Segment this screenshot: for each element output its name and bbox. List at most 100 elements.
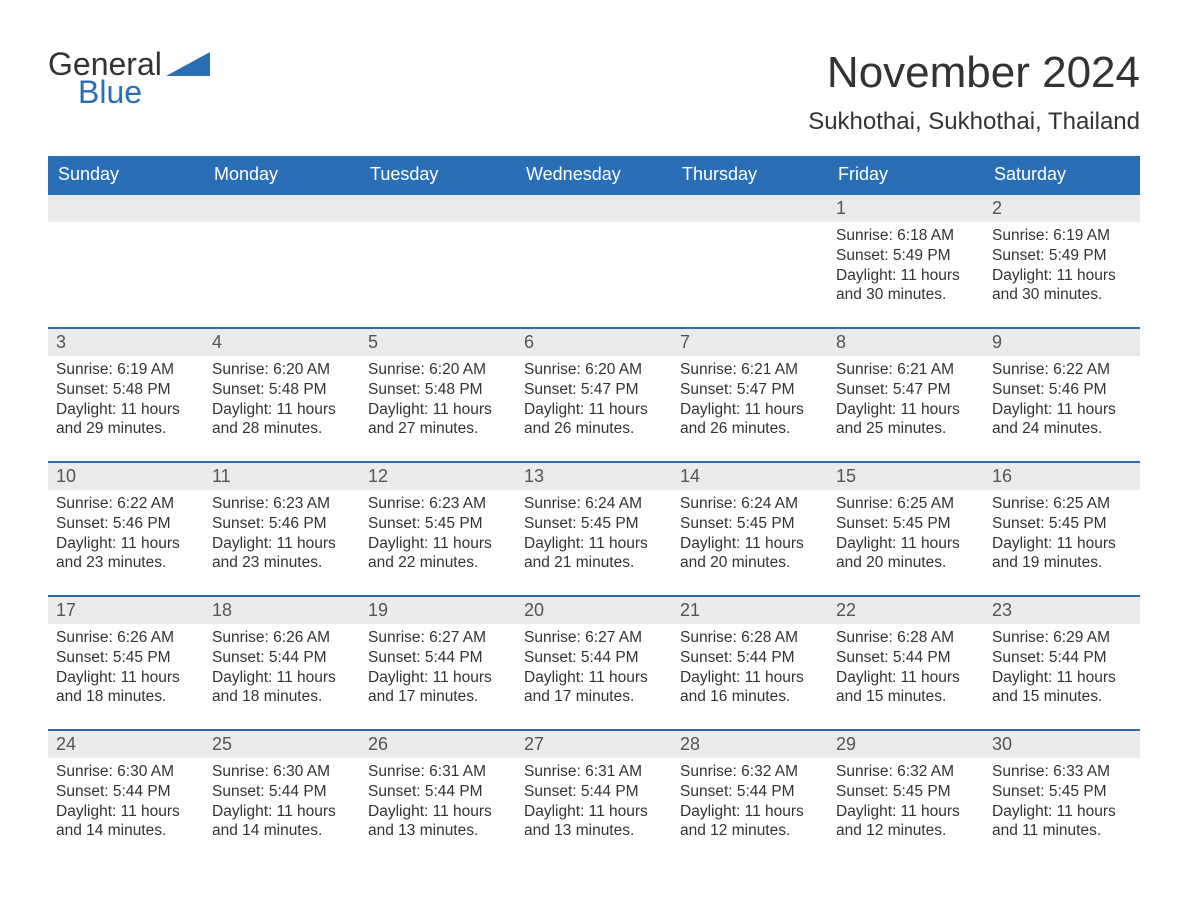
calendar-cell [204, 194, 360, 328]
day-sunset: Sunset: 5:48 PM [212, 380, 352, 400]
weekday-header: Thursday [672, 156, 828, 194]
calendar-cell: 7Sunrise: 6:21 AMSunset: 5:47 PMDaylight… [672, 328, 828, 462]
day-body: Sunrise: 6:32 AMSunset: 5:44 PMDaylight:… [672, 758, 828, 849]
day-number: 7 [672, 329, 828, 356]
day-body: Sunrise: 6:31 AMSunset: 5:44 PMDaylight:… [360, 758, 516, 849]
day-daylight1: Daylight: 11 hours [368, 400, 508, 420]
day-body: Sunrise: 6:20 AMSunset: 5:47 PMDaylight:… [516, 356, 672, 447]
day-sunset: Sunset: 5:47 PM [680, 380, 820, 400]
calendar-cell: 23Sunrise: 6:29 AMSunset: 5:44 PMDayligh… [984, 596, 1140, 730]
day-daylight1: Daylight: 11 hours [836, 266, 976, 286]
location: Sukhothai, Sukhothai, Thailand [808, 108, 1140, 136]
day-daylight1: Daylight: 11 hours [212, 534, 352, 554]
day-sunrise: Sunrise: 6:26 AM [56, 628, 196, 648]
day-daylight1: Daylight: 11 hours [368, 534, 508, 554]
calendar-cell: 8Sunrise: 6:21 AMSunset: 5:47 PMDaylight… [828, 328, 984, 462]
day-body [516, 222, 672, 234]
day-body: Sunrise: 6:24 AMSunset: 5:45 PMDaylight:… [516, 490, 672, 581]
day-sunset: Sunset: 5:44 PM [524, 782, 664, 802]
calendar-week-row: 17Sunrise: 6:26 AMSunset: 5:45 PMDayligh… [48, 596, 1140, 730]
day-sunset: Sunset: 5:44 PM [524, 648, 664, 668]
day-sunrise: Sunrise: 6:25 AM [836, 494, 976, 514]
calendar-cell: 12Sunrise: 6:23 AMSunset: 5:45 PMDayligh… [360, 462, 516, 596]
day-body: Sunrise: 6:28 AMSunset: 5:44 PMDaylight:… [672, 624, 828, 715]
weekday-header: Saturday [984, 156, 1140, 194]
day-sunset: Sunset: 5:47 PM [524, 380, 664, 400]
logo-word-2: Blue [78, 76, 162, 108]
day-daylight1: Daylight: 11 hours [524, 802, 664, 822]
day-daylight1: Daylight: 11 hours [56, 802, 196, 822]
day-daylight2: and 28 minutes. [212, 419, 352, 439]
day-number: 8 [828, 329, 984, 356]
day-daylight2: and 23 minutes. [56, 553, 196, 573]
day-daylight1: Daylight: 11 hours [56, 668, 196, 688]
day-body: Sunrise: 6:22 AMSunset: 5:46 PMDaylight:… [984, 356, 1140, 447]
calendar-week-row: 24Sunrise: 6:30 AMSunset: 5:44 PMDayligh… [48, 730, 1140, 864]
day-daylight1: Daylight: 11 hours [212, 668, 352, 688]
day-daylight2: and 17 minutes. [524, 687, 664, 707]
calendar-table: Sunday Monday Tuesday Wednesday Thursday… [48, 156, 1140, 864]
calendar-cell [360, 194, 516, 328]
day-sunset: Sunset: 5:49 PM [836, 246, 976, 266]
calendar-cell: 20Sunrise: 6:27 AMSunset: 5:44 PMDayligh… [516, 596, 672, 730]
day-sunset: Sunset: 5:44 PM [212, 782, 352, 802]
calendar-cell: 10Sunrise: 6:22 AMSunset: 5:46 PMDayligh… [48, 462, 204, 596]
day-daylight2: and 30 minutes. [992, 285, 1132, 305]
day-number: 12 [360, 463, 516, 490]
day-sunset: Sunset: 5:45 PM [524, 514, 664, 534]
day-daylight1: Daylight: 11 hours [992, 266, 1132, 286]
day-body: Sunrise: 6:32 AMSunset: 5:45 PMDaylight:… [828, 758, 984, 849]
day-daylight1: Daylight: 11 hours [56, 400, 196, 420]
day-number: 14 [672, 463, 828, 490]
day-number [204, 195, 360, 222]
day-daylight1: Daylight: 11 hours [992, 668, 1132, 688]
day-daylight2: and 20 minutes. [836, 553, 976, 573]
month-title: November 2024 [808, 48, 1140, 98]
day-body: Sunrise: 6:24 AMSunset: 5:45 PMDaylight:… [672, 490, 828, 581]
day-number: 20 [516, 597, 672, 624]
day-body: Sunrise: 6:25 AMSunset: 5:45 PMDaylight:… [828, 490, 984, 581]
calendar-cell [672, 194, 828, 328]
day-sunrise: Sunrise: 6:22 AM [56, 494, 196, 514]
day-daylight1: Daylight: 11 hours [836, 668, 976, 688]
day-number [48, 195, 204, 222]
day-daylight2: and 20 minutes. [680, 553, 820, 573]
day-body: Sunrise: 6:27 AMSunset: 5:44 PMDaylight:… [360, 624, 516, 715]
day-sunset: Sunset: 5:46 PM [212, 514, 352, 534]
day-sunset: Sunset: 5:44 PM [680, 648, 820, 668]
day-sunrise: Sunrise: 6:20 AM [524, 360, 664, 380]
day-daylight1: Daylight: 11 hours [992, 534, 1132, 554]
day-sunrise: Sunrise: 6:20 AM [212, 360, 352, 380]
day-number: 10 [48, 463, 204, 490]
day-sunrise: Sunrise: 6:28 AM [680, 628, 820, 648]
day-sunrise: Sunrise: 6:21 AM [680, 360, 820, 380]
day-sunset: Sunset: 5:45 PM [836, 514, 976, 534]
day-sunset: Sunset: 5:49 PM [992, 246, 1132, 266]
day-sunrise: Sunrise: 6:22 AM [992, 360, 1132, 380]
day-sunrise: Sunrise: 6:28 AM [836, 628, 976, 648]
day-number: 21 [672, 597, 828, 624]
day-number: 22 [828, 597, 984, 624]
day-daylight1: Daylight: 11 hours [680, 668, 820, 688]
day-daylight1: Daylight: 11 hours [368, 802, 508, 822]
day-body: Sunrise: 6:26 AMSunset: 5:45 PMDaylight:… [48, 624, 204, 715]
day-daylight2: and 19 minutes. [992, 553, 1132, 573]
day-daylight2: and 30 minutes. [836, 285, 976, 305]
day-daylight2: and 26 minutes. [524, 419, 664, 439]
calendar-cell: 6Sunrise: 6:20 AMSunset: 5:47 PMDaylight… [516, 328, 672, 462]
day-number: 24 [48, 731, 204, 758]
day-sunset: Sunset: 5:45 PM [680, 514, 820, 534]
day-number [516, 195, 672, 222]
calendar-cell: 24Sunrise: 6:30 AMSunset: 5:44 PMDayligh… [48, 730, 204, 864]
day-sunset: Sunset: 5:45 PM [992, 782, 1132, 802]
day-daylight2: and 18 minutes. [56, 687, 196, 707]
day-number: 29 [828, 731, 984, 758]
day-sunrise: Sunrise: 6:29 AM [992, 628, 1132, 648]
day-number: 16 [984, 463, 1140, 490]
calendar-cell: 13Sunrise: 6:24 AMSunset: 5:45 PMDayligh… [516, 462, 672, 596]
calendar-cell: 19Sunrise: 6:27 AMSunset: 5:44 PMDayligh… [360, 596, 516, 730]
calendar-cell: 30Sunrise: 6:33 AMSunset: 5:45 PMDayligh… [984, 730, 1140, 864]
day-number: 3 [48, 329, 204, 356]
day-number: 17 [48, 597, 204, 624]
day-daylight1: Daylight: 11 hours [680, 802, 820, 822]
